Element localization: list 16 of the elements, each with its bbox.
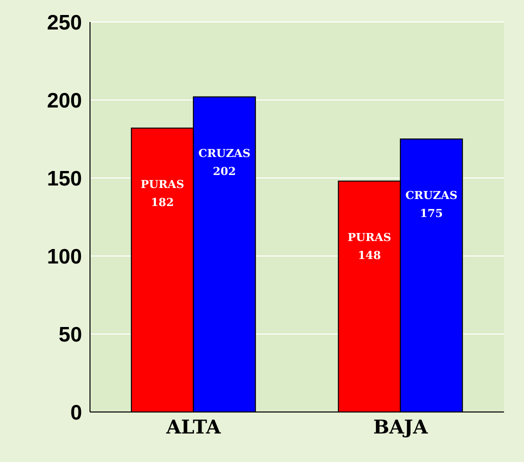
text: CRUZAS [405,189,458,202]
data-label: 182 [150,196,174,210]
y-tick-label: 150 [46,167,82,190]
y-tick-label: 250 [46,11,82,34]
series-label: CRUZAS [198,146,250,160]
x-tick-label: ALTA [165,416,221,438]
y-tick-label: 200 [46,89,82,112]
data-label: 148 [358,249,382,262]
y-tick-label: 50 [58,323,82,346]
y-tick-label: 0 [70,401,82,424]
text: PURAS [348,231,392,244]
x-tick-label: BAJA [373,416,428,438]
series-label: PURAS [140,178,184,192]
data-label: 175 [420,207,443,220]
data-label: 202 [212,164,236,178]
y-tick-label: 100 [46,245,82,268]
